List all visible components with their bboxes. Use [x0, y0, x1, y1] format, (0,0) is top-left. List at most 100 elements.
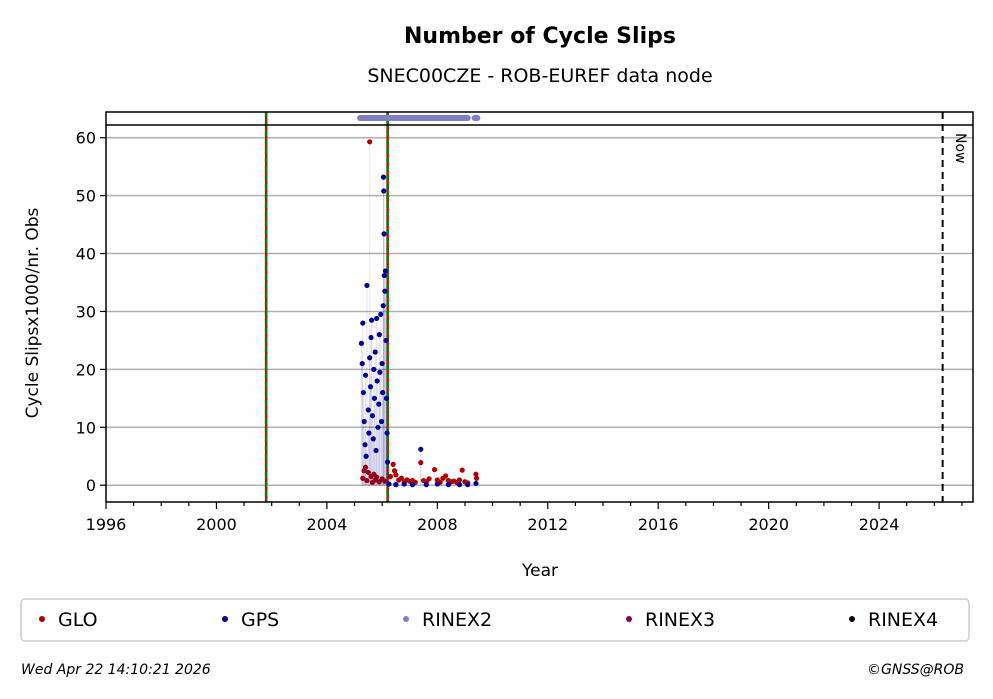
gps-point	[371, 395, 377, 401]
y-tick-label: 60	[76, 129, 96, 148]
gps-point	[359, 360, 365, 367]
glo-point	[473, 471, 479, 477]
x-tick-label: 2000	[196, 515, 237, 534]
gps-point	[371, 366, 377, 372]
gps-point	[366, 430, 372, 436]
y-tick-label: 20	[76, 360, 96, 379]
gps-point	[358, 340, 365, 346]
gps-point	[385, 459, 391, 465]
legend-marker-rinex2	[403, 616, 409, 622]
glo-point	[367, 139, 373, 145]
legend-marker-gps	[222, 616, 228, 622]
glo-point	[391, 468, 398, 474]
glo-point	[373, 474, 380, 480]
gps-point	[374, 378, 380, 384]
legend-label-rinex3: RINEX3	[645, 609, 715, 631]
gps-point	[370, 436, 376, 442]
legend-label-gps: GPS	[241, 609, 279, 631]
gps-point	[393, 482, 399, 488]
gps-point	[368, 334, 374, 341]
gps-point	[362, 372, 369, 378]
gps-point	[473, 480, 479, 487]
glo-point	[364, 477, 370, 484]
gps-point	[361, 418, 367, 425]
chart-subtitle: SNEC00CZE - ROB-EUREF data node	[367, 65, 712, 87]
gps-point	[362, 442, 368, 448]
glo-point	[387, 473, 393, 480]
plot-frame	[105, 111, 974, 503]
y-tick-label: 40	[76, 245, 96, 264]
gps-point	[377, 369, 383, 375]
glo-point	[418, 460, 424, 466]
gps-point	[381, 231, 387, 237]
gps-point	[379, 360, 385, 367]
glo-point	[456, 477, 463, 483]
gps-point	[409, 482, 416, 488]
x-tick-label: 2008	[417, 515, 458, 534]
glo-point	[362, 464, 369, 470]
gps-point	[378, 418, 385, 425]
x-tick-label: 2004	[307, 515, 348, 534]
gps-point	[423, 482, 429, 488]
gps-point	[384, 430, 390, 436]
gps-point	[364, 282, 370, 289]
gps-point	[365, 407, 371, 413]
gps-point	[383, 337, 389, 344]
x-tick-label: 2024	[859, 515, 900, 534]
gps-point	[386, 481, 392, 487]
legend-marker-glo	[39, 616, 45, 622]
gps-point	[382, 288, 388, 294]
gps-point	[418, 446, 424, 452]
gps-point	[375, 424, 381, 430]
gps-point	[445, 482, 451, 488]
glo-point	[382, 478, 388, 484]
gps-point	[383, 395, 390, 401]
gps-point	[373, 447, 379, 454]
glo-point	[393, 472, 399, 478]
footer-credit: ©GNSS@ROB	[867, 662, 964, 678]
footer-timestamp: Wed Apr 22 14:10:21 2026	[21, 662, 211, 678]
gps-point	[367, 384, 374, 390]
legend-label-glo: GLO	[58, 609, 98, 631]
chart-title: Number of Cycle Slips	[404, 24, 676, 49]
glo-point	[360, 475, 366, 481]
now-label: Now	[952, 133, 968, 164]
gps-point	[381, 188, 387, 194]
gps-point	[382, 268, 389, 274]
gps-point	[378, 311, 384, 317]
gps-point	[363, 453, 369, 459]
glo-point	[459, 467, 465, 473]
gps-point	[360, 320, 366, 326]
x-tick-label: 2012	[527, 515, 568, 534]
legend-marker-rinex3	[626, 616, 632, 622]
gps-point	[401, 481, 407, 487]
glo-point	[473, 475, 480, 481]
gps-point	[373, 315, 380, 322]
legend-label-rinex4: RINEX4	[868, 609, 938, 631]
x-tick-label: 2016	[638, 515, 679, 534]
y-tick-label: 0	[86, 476, 96, 495]
y-tick-label: 10	[76, 418, 96, 437]
x-tick-label: 2020	[748, 515, 789, 534]
legend-box	[20, 598, 970, 642]
gps-point	[456, 482, 463, 488]
glo-point	[390, 461, 396, 467]
legend-label-rinex2: RINEX2	[422, 609, 492, 631]
gps-point	[369, 413, 376, 419]
gps-point	[376, 332, 382, 338]
glo-point	[426, 476, 432, 482]
gps-point	[434, 481, 440, 487]
glo-point	[365, 469, 371, 476]
gps-point	[372, 349, 378, 355]
glo-point	[398, 475, 405, 481]
y-tick-label: 30	[76, 302, 96, 321]
legend-marker-rinex4	[849, 616, 855, 622]
glo-point	[431, 466, 438, 473]
gps-point	[380, 389, 386, 396]
gps-point	[360, 389, 366, 396]
x-axis-label: Year	[521, 561, 558, 581]
glo-point	[443, 473, 449, 479]
gps-point	[369, 317, 375, 323]
y-tick-label: 50	[76, 187, 96, 206]
y-axis-label: Cycle Slipsx1000/nr. Obs	[23, 207, 43, 418]
